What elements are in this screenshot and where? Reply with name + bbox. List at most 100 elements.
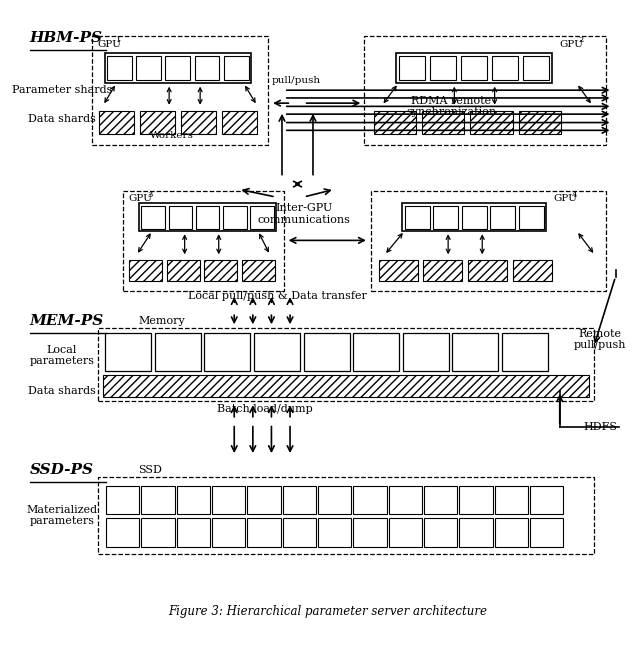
Bar	[247, 486, 281, 515]
Bar	[106, 518, 140, 547]
Bar	[422, 111, 464, 134]
Text: HDFS: HDFS	[583, 422, 617, 432]
Bar	[530, 518, 563, 547]
Bar	[195, 56, 220, 80]
Text: 4: 4	[572, 191, 578, 199]
Bar	[490, 206, 515, 229]
Bar	[379, 260, 418, 281]
Bar	[129, 260, 162, 281]
Bar	[243, 260, 275, 281]
Bar	[462, 206, 486, 229]
Text: pull/push: pull/push	[271, 76, 321, 85]
Bar	[107, 56, 132, 80]
Bar	[92, 37, 268, 145]
Bar	[424, 518, 458, 547]
Bar	[105, 54, 251, 83]
Text: Parameter shards: Parameter shards	[12, 85, 112, 95]
Text: Inter-GPU
communications: Inter-GPU communications	[257, 204, 350, 225]
Bar	[196, 206, 220, 229]
Bar	[283, 518, 316, 547]
Text: GPU: GPU	[98, 40, 122, 49]
Bar	[177, 486, 210, 515]
Bar	[399, 56, 425, 80]
Bar	[522, 56, 549, 80]
Text: GPU: GPU	[560, 40, 584, 49]
Bar	[371, 191, 606, 291]
Bar	[460, 486, 493, 515]
Text: 1: 1	[116, 37, 122, 44]
Bar	[168, 206, 192, 229]
Bar	[502, 333, 548, 370]
Bar	[98, 328, 594, 401]
Bar	[155, 333, 201, 370]
Bar	[530, 486, 563, 515]
Text: SSD: SSD	[138, 465, 162, 475]
Bar	[223, 206, 246, 229]
Bar	[318, 486, 351, 515]
Bar	[205, 260, 237, 281]
Bar	[165, 56, 190, 80]
Text: Materialized
parameters: Materialized parameters	[26, 505, 97, 526]
Bar	[212, 518, 245, 547]
Bar	[99, 111, 134, 134]
Text: Local
parameters: Local parameters	[29, 345, 94, 366]
Bar	[364, 37, 606, 145]
Text: HBM-PS: HBM-PS	[29, 31, 102, 46]
Bar	[452, 333, 499, 370]
Bar	[254, 333, 300, 370]
Text: Remote
pull/push: Remote pull/push	[574, 328, 627, 350]
Text: SSD-PS: SSD-PS	[29, 463, 93, 477]
Bar	[283, 486, 316, 515]
Bar	[212, 486, 245, 515]
Bar	[106, 486, 140, 515]
Bar	[141, 518, 175, 547]
Bar	[224, 56, 248, 80]
Bar	[353, 486, 387, 515]
Bar	[424, 486, 458, 515]
Bar	[205, 333, 250, 370]
Bar	[495, 486, 528, 515]
Bar	[460, 518, 493, 547]
Bar	[250, 206, 274, 229]
Bar	[403, 333, 449, 370]
Bar	[353, 518, 387, 547]
Bar	[403, 204, 546, 231]
Text: GPU: GPU	[554, 194, 577, 203]
Bar	[396, 54, 552, 83]
Bar	[374, 111, 416, 134]
Bar	[140, 111, 175, 134]
Bar	[470, 111, 513, 134]
Text: GPU: GPU	[129, 194, 153, 203]
Text: 3: 3	[147, 191, 153, 199]
Bar	[166, 260, 200, 281]
Bar	[388, 518, 422, 547]
Bar	[247, 518, 281, 547]
Text: Figure 3: Hierarchical parameter server architecture: Figure 3: Hierarchical parameter server …	[168, 605, 487, 618]
Bar	[139, 204, 276, 231]
Bar	[423, 260, 462, 281]
Text: MEM-PS: MEM-PS	[29, 314, 104, 328]
Bar	[98, 477, 594, 554]
Bar	[303, 333, 349, 370]
Bar	[103, 375, 589, 397]
Bar	[141, 486, 175, 515]
Bar	[461, 56, 487, 80]
Bar	[429, 56, 456, 80]
Bar	[519, 206, 543, 229]
Bar	[181, 111, 216, 134]
Bar	[222, 111, 257, 134]
Text: RDMA remote
synchronization: RDMA remote synchronization	[406, 95, 496, 117]
Bar	[468, 260, 507, 281]
Bar	[318, 518, 351, 547]
Bar	[433, 206, 458, 229]
Text: Batch load/dump: Batch load/dump	[218, 404, 313, 415]
Text: Memory: Memory	[138, 316, 185, 326]
Bar	[123, 191, 284, 291]
Text: Data shards: Data shards	[28, 386, 96, 396]
Bar	[106, 333, 151, 370]
Bar	[141, 206, 165, 229]
Text: 2: 2	[579, 37, 584, 44]
Bar	[495, 518, 528, 547]
Bar	[513, 260, 552, 281]
Text: Data shards: Data shards	[28, 114, 96, 124]
